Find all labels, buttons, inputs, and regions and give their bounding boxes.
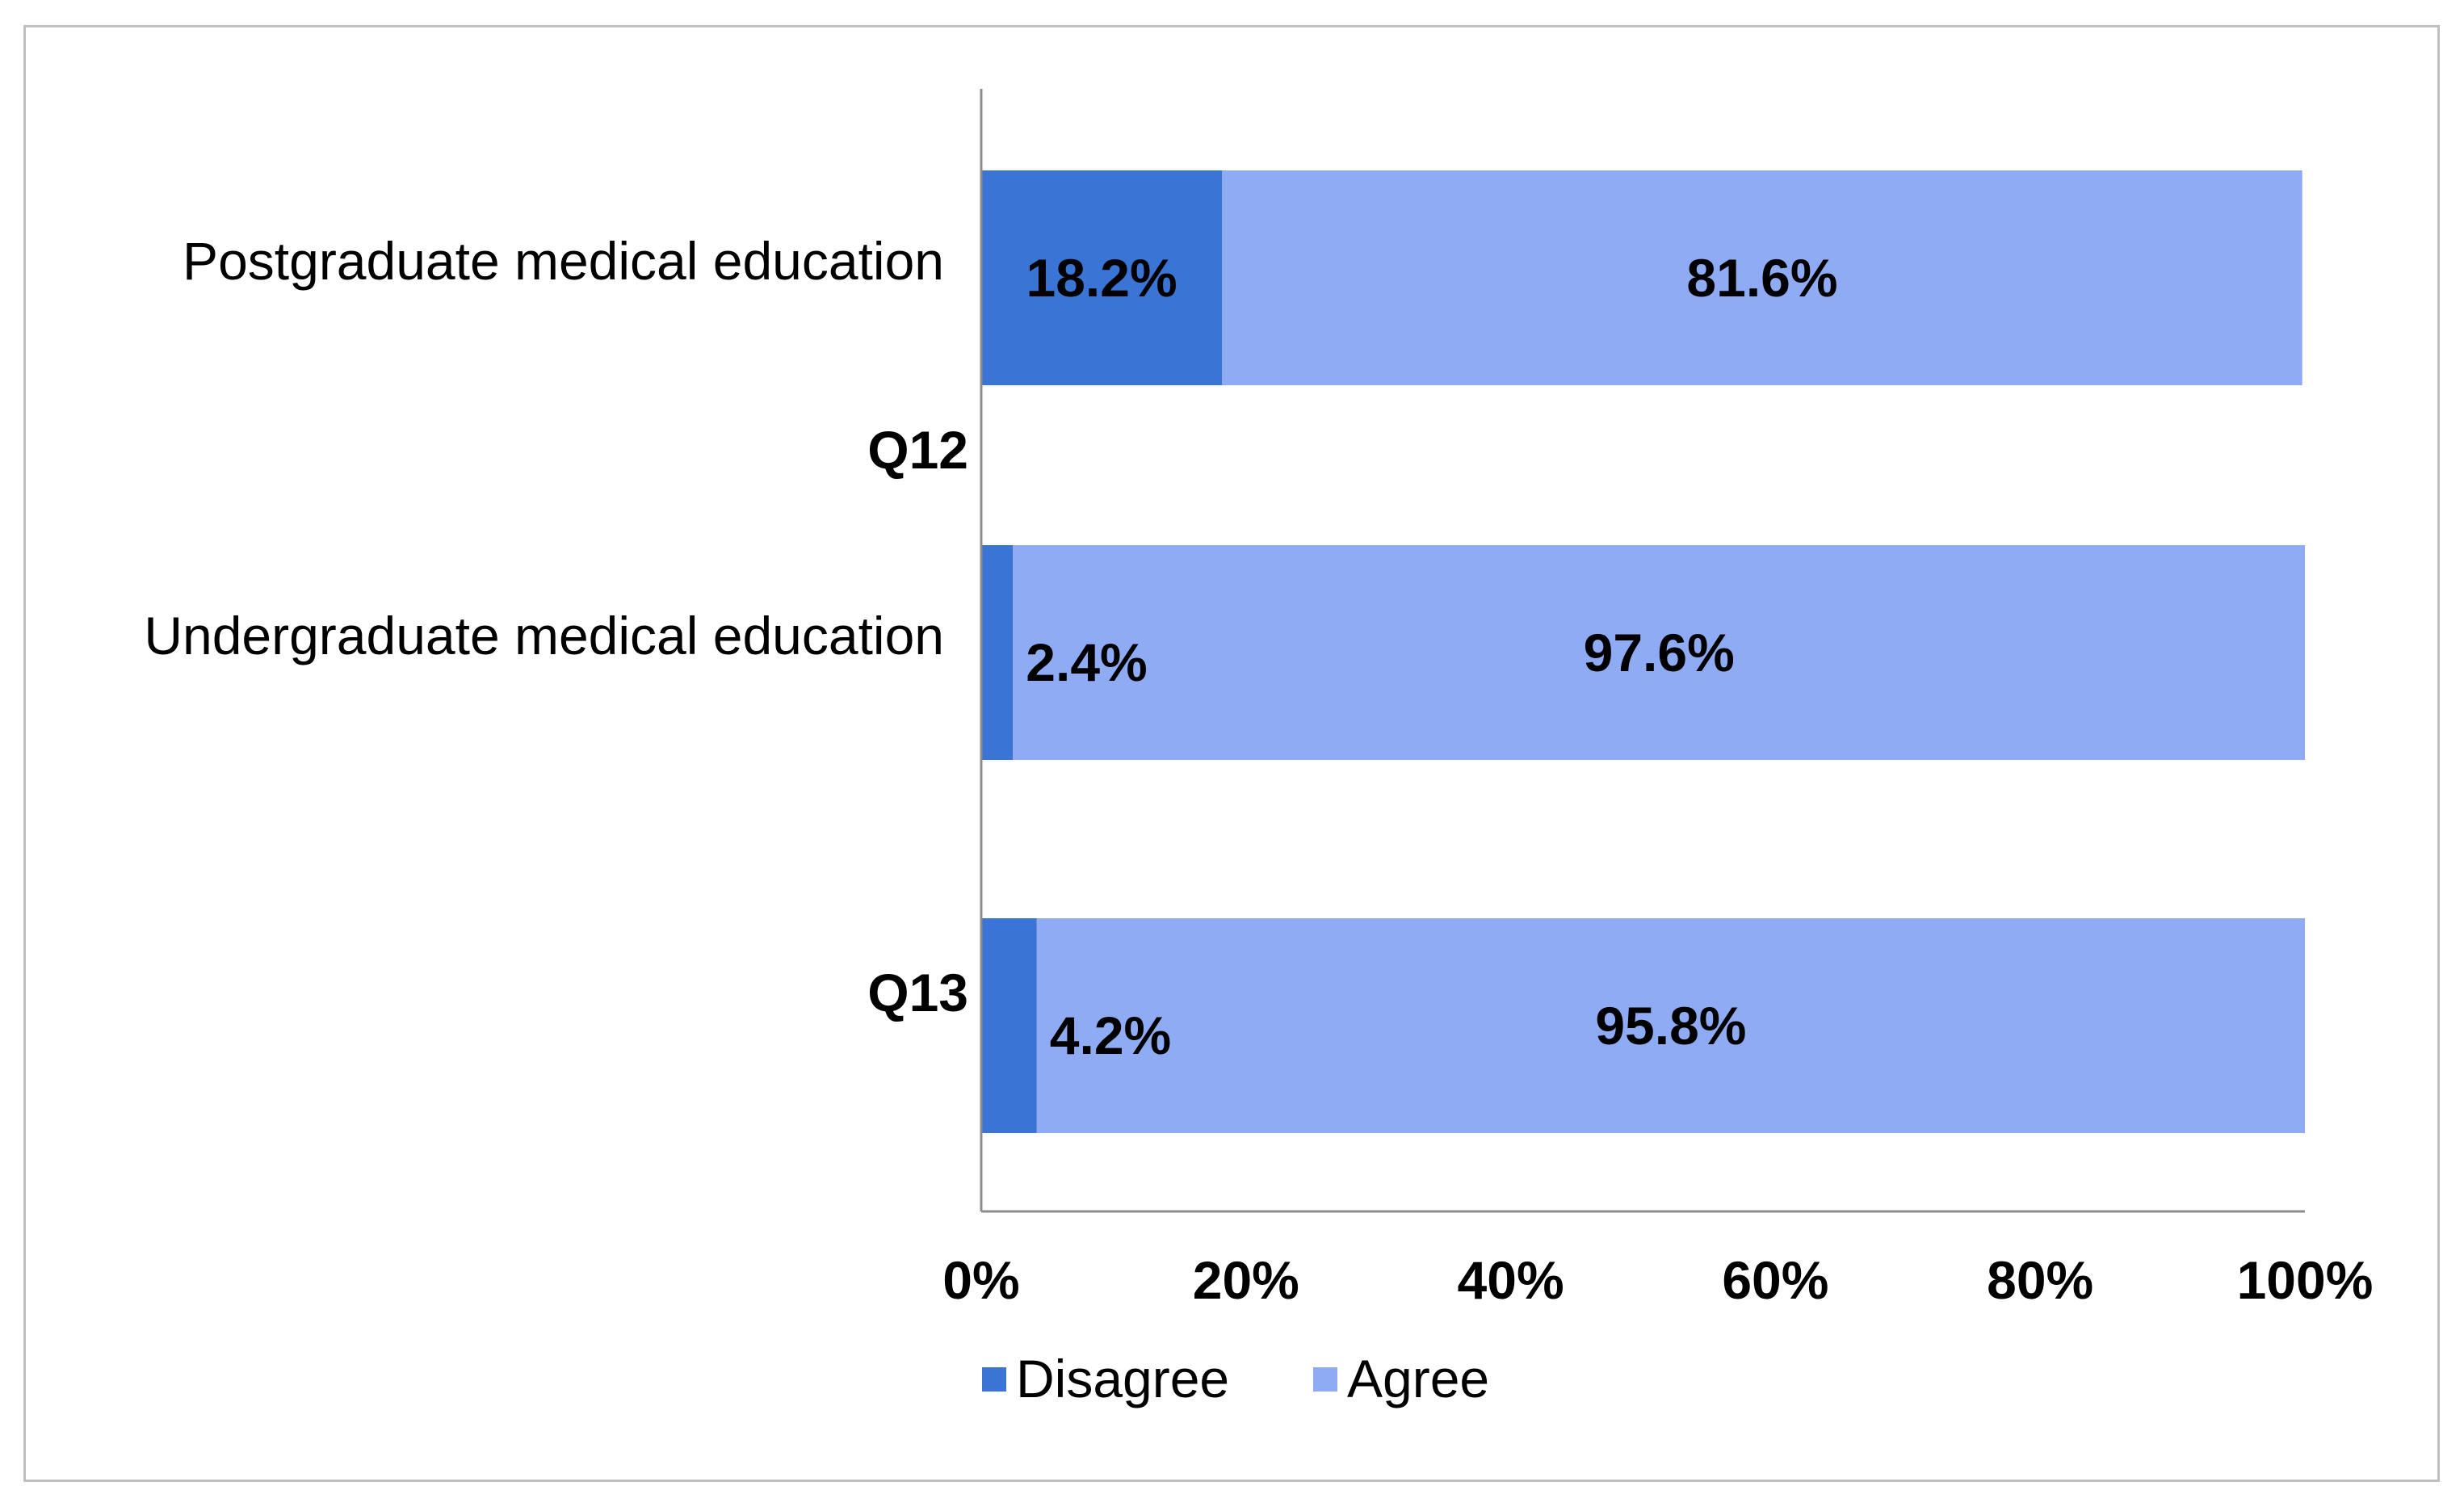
category-label-1: Postgraduate medical education (183, 231, 944, 291)
x-tick-label-5: 100% (2237, 1250, 2374, 1310)
group-label-q13: Q13 (867, 963, 968, 1022)
x-tick-label-2: 40% (1458, 1250, 1564, 1310)
bar-agree-3 (1036, 918, 2305, 1133)
x-tick-label-4: 80% (1987, 1250, 2093, 1310)
x-tick-label-3: 60% (1722, 1250, 1828, 1310)
labels-layer: 18.2% 81.6% Postgraduate medical education… (144, 231, 1837, 1065)
axis-layer: 0% 20% 40% 60% 80% 100% (942, 89, 2373, 1310)
chart-svg: 0% 20% 40% 60% 80% 100% 18.2% 81.6% Postgraduat… (144, 89, 2373, 1408)
data-label-disagree-3: 4.2% (1050, 1005, 1171, 1065)
data-label-agree-3: 95.8% (1595, 996, 1746, 1056)
legend-swatch-disagree (982, 1367, 1006, 1392)
bar-disagree-2 (981, 545, 1014, 760)
legend-label-agree: Agree (1347, 1349, 1489, 1408)
bars-layer (981, 170, 2305, 1133)
data-label-agree-2: 97.6% (1584, 623, 1735, 682)
x-tick-label-1: 20% (1193, 1250, 1299, 1310)
chart-frame: 0% 20% 40% 60% 80% 100% 18.2% 81.6% Postgraduat… (23, 25, 2440, 1482)
legend-layer: Disagree Agree (982, 1349, 1489, 1408)
category-label-2: Undergraduate medical education (144, 606, 944, 665)
bar-agree-2 (1013, 545, 2305, 760)
legend-label-disagree: Disagree (1016, 1349, 1229, 1408)
x-tick-label-0: 0% (942, 1250, 1019, 1310)
bar-agree-1 (1222, 170, 2302, 385)
legend-swatch-agree (1313, 1367, 1337, 1392)
bar-disagree-3 (981, 918, 1037, 1133)
data-label-disagree-1: 18.2% (1026, 248, 1177, 308)
data-label-disagree-2: 2.4% (1026, 632, 1147, 692)
bar-disagree-1 (981, 170, 1223, 385)
group-label-q12: Q12 (867, 420, 968, 480)
data-label-agree-1: 81.6% (1686, 248, 1837, 308)
